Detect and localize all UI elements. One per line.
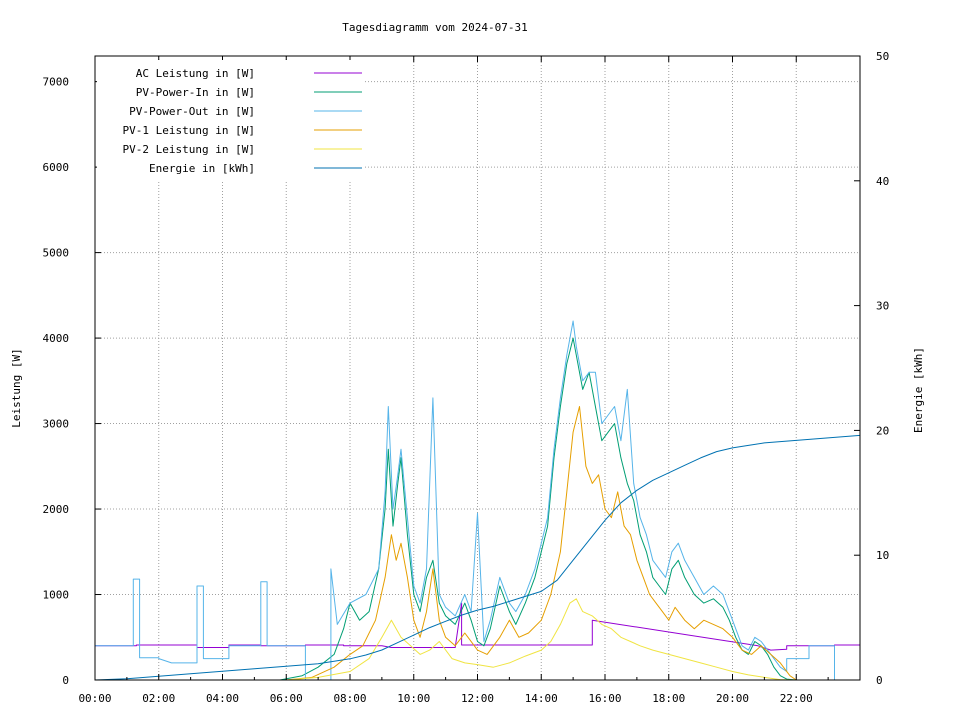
legend-entry-label: AC Leistung in [W] <box>136 67 255 80</box>
legend-entry-label: Energie in [kWh] <box>149 162 255 175</box>
legend-entry-label: PV-Power-Out in [W] <box>129 105 255 118</box>
x-tick-label: 00:00 <box>78 692 111 705</box>
y2-tick-label: 40 <box>876 175 889 188</box>
y2-tick-label: 50 <box>876 50 889 63</box>
y-tick-label: 7000 <box>43 76 70 89</box>
series-line-6 <box>94 434 861 681</box>
y2-tick-label: 10 <box>876 549 889 562</box>
x-tick-label: 18:00 <box>652 692 685 705</box>
legend: AC Leistung in [W] PV-Power-In in [W] PV-P… <box>97 60 365 180</box>
series-layer <box>94 320 861 681</box>
grid <box>95 56 860 680</box>
x-tick-label: 04:00 <box>206 692 239 705</box>
y-tick-label: 3000 <box>43 418 70 431</box>
x-tick-label: 16:00 <box>588 692 621 705</box>
y-tick-label: 2000 <box>43 503 70 516</box>
y2-tick-label: 30 <box>876 300 889 313</box>
y-tick-label: 0 <box>62 674 69 687</box>
series-line-4 <box>95 406 797 681</box>
y-tick-label: 6000 <box>43 161 70 174</box>
tick-layer: 00:00 02:00 04:00 06:00 08:00 10:00 12:00 14:00… <box>43 50 890 705</box>
x-tick-label: 02:00 <box>142 692 175 705</box>
y-tick-label: 4000 <box>43 332 70 345</box>
y-tick-label: 1000 <box>43 589 70 602</box>
series-line-2 <box>95 337 797 681</box>
x-tick-label: 10:00 <box>397 692 430 705</box>
series-line-1 <box>95 602 860 651</box>
legend-entry-label: PV-1 Leistung in [W] <box>123 124 255 137</box>
x-tick-label: 20:00 <box>716 692 749 705</box>
y2-tick-label: 20 <box>876 424 889 437</box>
series-line-3 <box>95 320 860 681</box>
y2-tick-label: 0 <box>876 674 883 687</box>
chart-title: Tagesdiagramm vom 2024-07-31 <box>342 21 527 34</box>
y-axis-label: Leistung [W] <box>10 348 23 427</box>
x-tick-label: 08:00 <box>333 692 366 705</box>
legend-entry-label: PV-Power-In in [W] <box>136 86 255 99</box>
x-tick-label: 06:00 <box>270 692 303 705</box>
legend-entry-label: PV-2 Leistung in [W] <box>123 143 255 156</box>
x-tick-label: 22:00 <box>780 692 813 705</box>
series-line-5 <box>95 598 797 681</box>
y2-axis-label: Energie [kWh] <box>912 347 925 433</box>
legend-background <box>97 60 365 180</box>
x-tick-label: 12:00 <box>461 692 494 705</box>
x-tick-label: 14:00 <box>525 692 558 705</box>
y-tick-label: 5000 <box>43 247 70 260</box>
